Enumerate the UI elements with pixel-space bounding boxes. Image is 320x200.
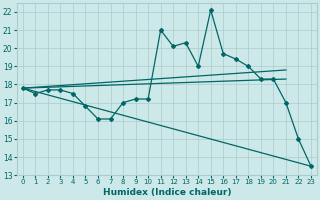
X-axis label: Humidex (Indice chaleur): Humidex (Indice chaleur) bbox=[103, 188, 231, 197]
